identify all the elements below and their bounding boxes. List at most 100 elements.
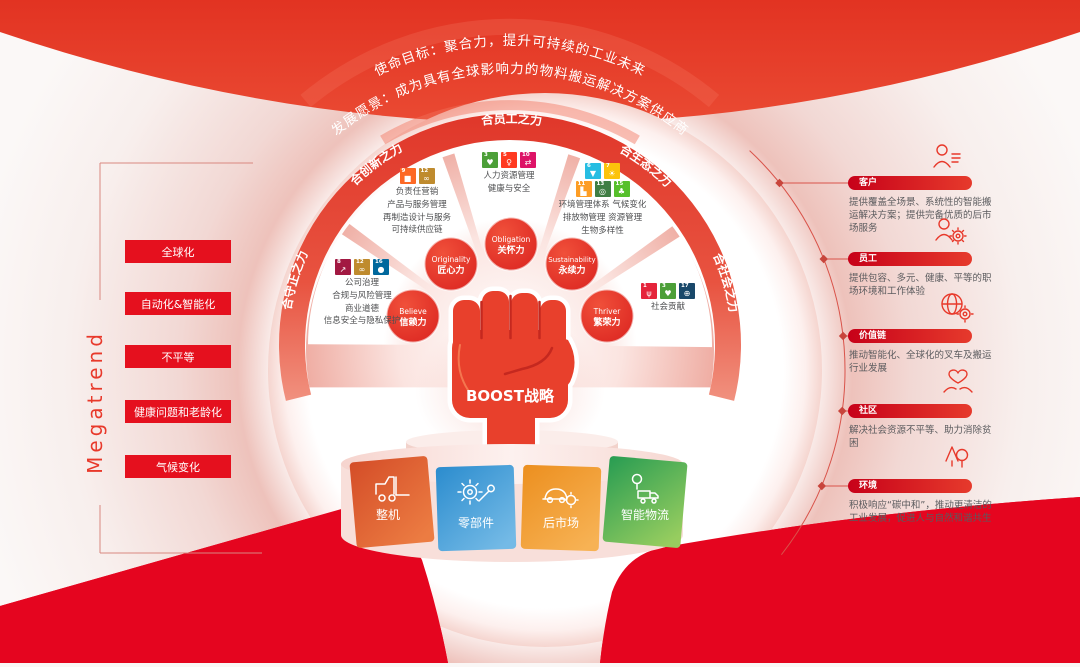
sdg-11-icon: 11 ▙ bbox=[575, 181, 592, 197]
wedge-content-employee: 3 ♥ 5 ♀ 10 ⇄ 人力资源管理 健康与安全 bbox=[439, 152, 579, 196]
circle-sustainability: Sustainability 永续力 bbox=[544, 236, 600, 292]
circle-obligation: Obligation 关怀力 bbox=[483, 216, 539, 272]
gear-wrench-icon bbox=[457, 479, 495, 505]
wedge-text-line: 可持续供应链 bbox=[391, 225, 443, 236]
globe-gear-icon bbox=[941, 293, 974, 323]
wedge-content-ecology: 6 ▼ 7 ☀ 11 ▙ 13 ◎ 15 ♣ 环境管理体系 气候变化 排放物管理 资源管理… bbox=[530, 163, 675, 237]
fist-graphic bbox=[447, 286, 579, 467]
megatrend-title: Megatrend bbox=[83, 330, 107, 474]
wedge-text-line: 社会贡献 bbox=[650, 302, 685, 312]
wedge-text-line: 环境管理体系 气候变化 bbox=[558, 200, 647, 210]
power-circles: Believe 信赖力 Originality 匠心力 Obligation 关… bbox=[385, 216, 635, 344]
sdg-8-icon: 8 ↗ bbox=[335, 259, 351, 275]
pedestal-label-aftermarket: 后市场 bbox=[543, 515, 579, 530]
svg-text:Sustainability: Sustainability bbox=[548, 256, 595, 264]
wedge-text-line: 合规与风险管理 bbox=[332, 290, 392, 301]
wedge-text-line: 排放物管理 资源管理 bbox=[562, 212, 643, 223]
stakeholder-desc-customer: 提供覆盖全场景、系统性的智能搬运解决方案；提供完备优质的后市场服务 bbox=[849, 197, 992, 234]
wedge-text-line: 产品与服务管理 bbox=[387, 199, 447, 210]
hands-heart-icon bbox=[943, 369, 973, 393]
tree-icon bbox=[945, 446, 969, 468]
sdg-13-icon: 13 ◎ bbox=[594, 181, 611, 197]
wedge-text-line: 负责任营销 bbox=[395, 187, 439, 197]
boost-strategy-label: BOOST战略 bbox=[466, 387, 555, 405]
pedestal-drum: 整机 零部件 后市场 智能物流 bbox=[341, 444, 688, 562]
stakeholder-desc-community: 解决社会资源不平等、助力消除贫困 bbox=[849, 425, 992, 449]
megatrend-item-inequality: 不平等 bbox=[125, 345, 231, 368]
wedge-text-line: 人力资源管理 bbox=[483, 171, 535, 181]
sdg-16-icon: 16 ● bbox=[373, 259, 389, 275]
megatrend-item-health-aging: 健康问题和老龄化 bbox=[125, 400, 231, 423]
megatrend-item-automation: 自动化&智能化 bbox=[125, 292, 231, 315]
stakeholder-pill-customer: 客户 bbox=[848, 176, 972, 190]
wedge-text-line: 公司治理 bbox=[344, 278, 379, 288]
sdg-3-icon: 3 ♥ bbox=[660, 283, 676, 299]
circle-thriver: Thriver 繁荣力 bbox=[579, 288, 635, 344]
wedge-text-line: 信息安全与隐私保护 bbox=[323, 316, 401, 327]
svg-text:Originality: Originality bbox=[432, 255, 471, 264]
wedge-employee bbox=[453, 142, 570, 254]
sdg-17-icon: 17 ⊕ bbox=[679, 283, 695, 299]
pedestal-label-smart-logistics: 智能物流 bbox=[621, 507, 669, 522]
sdg-7-icon: 7 ☀ bbox=[604, 163, 620, 179]
sdg-12-icon: 12 ∞ bbox=[354, 259, 370, 275]
megatrend-item-globalization: 全球化 bbox=[125, 240, 231, 263]
pedestal-label-parts: 零部件 bbox=[458, 515, 494, 530]
panel-parts bbox=[435, 464, 517, 552]
wedge-content-innovation: 9 ■ 12 ∞ 负责任营销 产品与服务管理 再制造设计与服务 可持续供应链 bbox=[347, 168, 487, 237]
bottom-left-swoosh-over bbox=[0, 503, 448, 663]
circle-believe: Believe 信赖力 bbox=[385, 288, 441, 344]
stakeholder-pill-community: 社区 bbox=[848, 404, 972, 418]
sdg-icons-ecology-row2: 11 ▙ 13 ◎ 15 ♣ bbox=[530, 181, 675, 197]
sdg-10-icon: 10 ⇄ bbox=[520, 152, 536, 168]
pin-truck-icon bbox=[631, 473, 659, 504]
sdg-3-icon: 3 ♥ bbox=[482, 152, 498, 168]
svg-text:Believe: Believe bbox=[399, 307, 427, 316]
sdg-9-icon: 9 ■ bbox=[399, 168, 416, 184]
stakeholder-connector bbox=[749, 150, 849, 556]
svg-text:Thriver: Thriver bbox=[593, 307, 622, 316]
svg-text:永续力: 永续力 bbox=[557, 264, 585, 276]
circle-originality: Originality 匠心力 bbox=[423, 236, 479, 292]
band-highlight-arc-outer bbox=[300, 18, 720, 108]
stakeholder-desc-valuechain: 推动智能化、全球化的叉车及搬运行业发展 bbox=[849, 350, 992, 374]
svg-text:信赖力: 信赖力 bbox=[399, 316, 426, 328]
sdg-icons-integrity: 8 ↗ 12 ∞ 16 ● bbox=[292, 259, 432, 275]
wedge-text-line: 生物多样性 bbox=[581, 225, 624, 236]
sdg-5-icon: 5 ♀ bbox=[501, 152, 517, 168]
stakeholder-desc-environment: 积极响应“碳中和”，推动更清洁的工业发展，促进人与自然和谐共生 bbox=[849, 500, 992, 524]
sdg-15-icon: 15 ♣ bbox=[613, 181, 630, 197]
stakeholder-desc-employee: 提供包容、多元、健康、平等的职场环境和工作体验 bbox=[849, 273, 992, 297]
wedge-text-line: 商业道德 bbox=[344, 303, 379, 314]
car-service-icon bbox=[542, 488, 579, 509]
band-highlight-arc-inner bbox=[380, 100, 640, 145]
sdg-icons-innovation: 9 ■ 12 ∞ bbox=[347, 168, 487, 184]
forklift-icon bbox=[375, 476, 410, 502]
stakeholder-pill-environment: 环境 bbox=[848, 479, 972, 493]
wedge-text-line: 健康与安全 bbox=[487, 183, 531, 194]
sdg-6-icon: 6 ▼ bbox=[585, 163, 601, 179]
svg-text:匠心力: 匠心力 bbox=[437, 264, 464, 276]
svg-text:关怀力: 关怀力 bbox=[497, 244, 524, 256]
panel-aftermarket bbox=[520, 464, 602, 552]
employee-gear-icon bbox=[935, 218, 967, 245]
customer-person-icon bbox=[933, 144, 961, 168]
top-red-band bbox=[0, 0, 1080, 124]
megatrend-bracket bbox=[99, 162, 262, 554]
stakeholder-pill-employee: 员工 bbox=[848, 252, 972, 266]
svg-text:繁荣力: 繁荣力 bbox=[592, 316, 620, 328]
wedge-content-integrity: 8 ↗ 12 ∞ 16 ● 公司治理 合规与风险管理 商业道德 信息安全与隐私保护 bbox=[292, 259, 432, 328]
bottom-right-swoosh-over bbox=[600, 497, 1080, 663]
sdg-icons-ecology-row1: 6 ▼ 7 ☀ bbox=[530, 163, 675, 179]
sdg-icons-employee: 3 ♥ 5 ♀ 10 ⇄ bbox=[439, 152, 579, 168]
megatrend-item-climate: 气候变化 bbox=[125, 455, 231, 478]
arc-label-employee: 合员工之力 bbox=[481, 111, 543, 128]
svg-text:Obligation: Obligation bbox=[492, 235, 531, 244]
panel-whole-machine bbox=[349, 456, 435, 548]
wedge-text-line: 再制造设计与服务 bbox=[382, 212, 451, 223]
